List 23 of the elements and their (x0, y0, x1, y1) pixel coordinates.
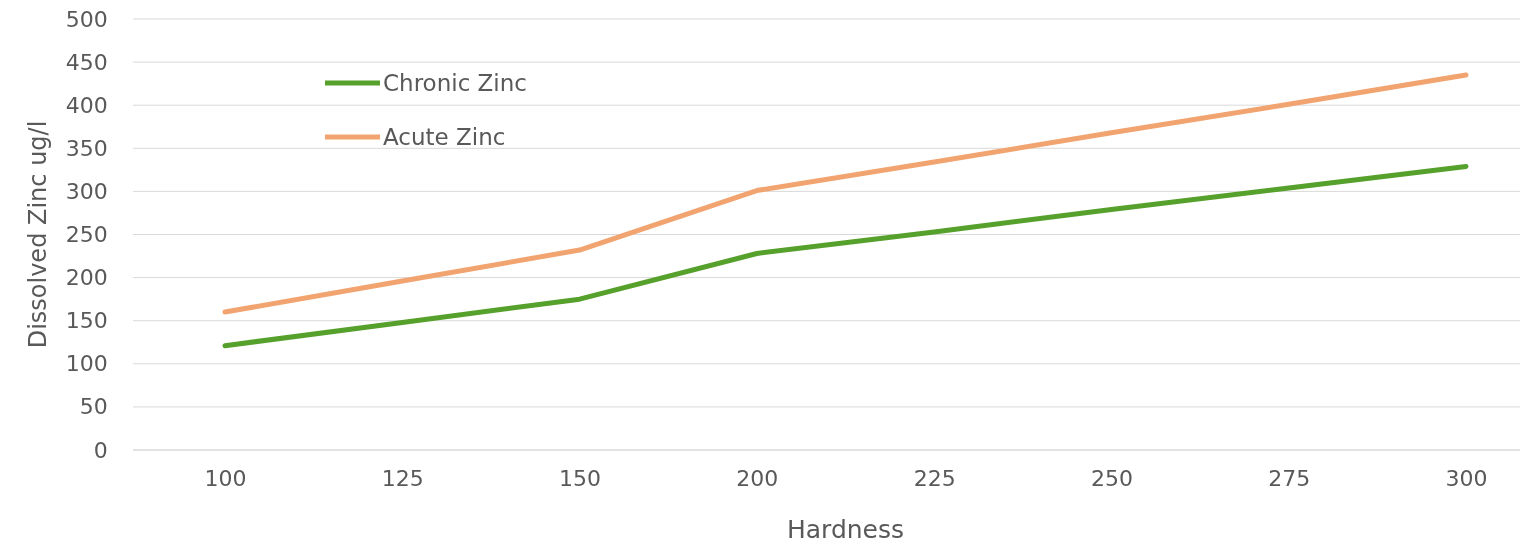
legend-label: Chronic Zinc (383, 70, 527, 97)
legend-label: Acute Zinc (383, 124, 506, 151)
x-tick-label: 225 (913, 466, 956, 491)
y-tick-label: 100 (65, 351, 108, 377)
y-tick-label: 450 (65, 49, 108, 75)
x-tick-label: 250 (1090, 466, 1133, 491)
y-tick-label: 400 (65, 92, 108, 118)
x-tick-label: 150 (559, 466, 602, 491)
x-tick-label: 125 (381, 466, 424, 491)
x-tick-label: 100 (204, 466, 247, 491)
x-tick-label: 200 (736, 466, 779, 491)
y-tick-label: 250 (65, 222, 108, 248)
y-tick-label: 150 (65, 308, 108, 334)
y-tick-label: 300 (65, 178, 108, 204)
x-axis-title: Hardness (786, 515, 905, 544)
x-tick-label: 300 (1445, 466, 1488, 491)
y-tick-label: 350 (65, 135, 108, 161)
x-tick-label: 275 (1268, 466, 1311, 491)
y-tick-label: 0 (93, 437, 108, 463)
y-tick-label: 50 (79, 394, 108, 420)
y-tick-label: 500 (65, 6, 108, 32)
y-axis-title: Dissolved Zinc ug/l (24, 120, 52, 349)
y-tick-label: 200 (65, 265, 108, 291)
